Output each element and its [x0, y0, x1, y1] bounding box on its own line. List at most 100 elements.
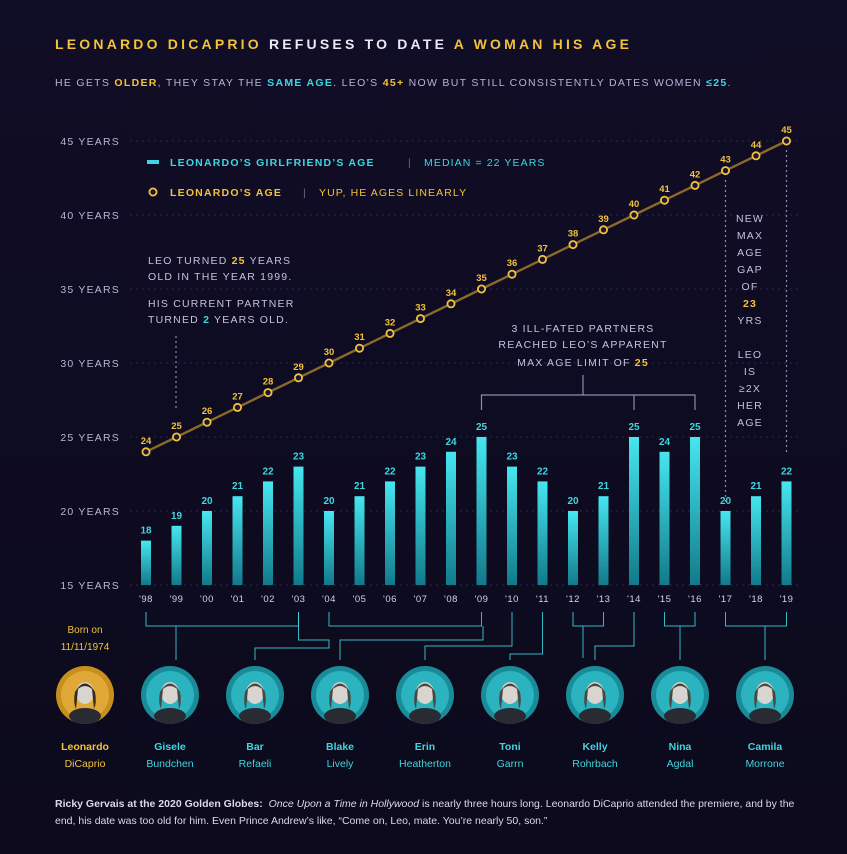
born-date: 11/11/1974	[61, 642, 110, 653]
legend-girlfriend-note: MEDIAN = 22 YEARS	[424, 157, 546, 169]
annotation-leo25: OLD IN THE YEAR 1999.	[148, 271, 292, 283]
bar-value-label: 25	[689, 422, 701, 433]
bar-value-label: 21	[598, 481, 610, 492]
person-first-name: Toni	[499, 741, 520, 753]
legend-bar-swatch	[147, 160, 159, 164]
portrait-shoulders	[579, 708, 611, 724]
connector-line	[254, 612, 330, 660]
leo-age-label: 27	[232, 391, 243, 402]
leo-age-point	[568, 240, 578, 250]
leo-age-point	[507, 269, 517, 279]
x-tick-label: '05	[353, 594, 367, 605]
bar	[629, 437, 639, 585]
born-label: Born on	[67, 625, 102, 636]
subtitle-le25: ≤25	[706, 77, 728, 89]
person-last-name: Morrone	[745, 758, 784, 770]
x-tick-label: '11	[536, 594, 549, 605]
leo-age-point	[690, 180, 700, 190]
partner-portrait	[311, 666, 369, 724]
leo-age-point	[446, 299, 456, 309]
leo-age-label: 24	[141, 436, 152, 447]
portrait-face	[671, 682, 689, 704]
connector-line	[145, 612, 299, 660]
bar	[598, 496, 609, 585]
person-last-name: Lively	[327, 758, 355, 770]
bar	[232, 496, 243, 585]
bar	[537, 481, 548, 585]
footer-quote: Ricky Gervais at the 2020 Golden Globes:…	[55, 796, 815, 830]
leo-age-label: 43	[720, 155, 731, 166]
portrait-face	[161, 682, 179, 704]
bar-value-label: 20	[201, 496, 213, 507]
person-first-name: Nina	[669, 741, 692, 753]
annotation-part: LEO TURNED	[148, 255, 232, 267]
bar	[568, 511, 578, 585]
bar	[690, 437, 700, 585]
x-tick-label: '99	[170, 594, 184, 605]
person-first-name: Kelly	[582, 741, 607, 753]
annotation-ratio: IS	[744, 366, 756, 378]
annotation-max-gap: AGE	[737, 247, 763, 259]
leo-age-point	[538, 254, 548, 264]
y-tick-label: 25 YEARS	[60, 432, 120, 444]
y-tick-label: 40 YEARS	[60, 210, 120, 222]
annotation-part: 2	[203, 314, 210, 326]
x-tick-label: '09	[475, 594, 489, 605]
title-middle: REFUSES TO DATE	[268, 36, 448, 52]
portrait-shoulders	[409, 708, 441, 724]
annotation-part: YEARS	[246, 255, 292, 267]
person-last-name: Bundchen	[146, 758, 193, 770]
title-end: A WOMAN HIS AGE	[453, 36, 633, 52]
person-first-name: Gisele	[154, 741, 186, 753]
portrait-face	[586, 682, 604, 704]
connector-line	[594, 612, 635, 660]
bar-value-label: 22	[262, 466, 274, 477]
bar-value-label: 21	[750, 481, 762, 492]
person-last-name: Heatherton	[399, 758, 451, 770]
subtitle-older: OLDER	[114, 77, 158, 89]
partner-portrait	[396, 666, 454, 724]
person-first-name: Blake	[326, 741, 354, 753]
y-tick-label: 15 YEARS	[60, 580, 120, 592]
legend-leo-note: YUP, HE AGES LINEARLY	[319, 187, 467, 199]
bar	[202, 511, 212, 585]
bar	[293, 466, 304, 585]
leo-age-point	[415, 314, 425, 324]
x-tick-label: '98	[139, 594, 153, 605]
x-tick-label: '16	[688, 594, 702, 605]
leo-age-point	[324, 358, 334, 368]
bar-value-label: 22	[537, 466, 549, 477]
bar	[385, 481, 395, 585]
annotation-part: OLD IN THE YEAR 1999.	[148, 271, 292, 283]
subtitle-part: NOW BUT STILL CONSISTENTLY DATES WOMEN	[408, 77, 702, 89]
bar-value-label: 18	[140, 526, 152, 537]
bar-value-label: 22	[384, 466, 396, 477]
connector-line	[509, 612, 543, 660]
bar-value-label: 19	[171, 511, 183, 522]
leo-age-label: 29	[293, 362, 304, 373]
leo-portrait	[56, 666, 114, 724]
person-first-name: Leonardo	[61, 741, 109, 753]
x-tick-label: '04	[322, 594, 336, 605]
leo-age-label: 26	[202, 406, 213, 417]
bar	[263, 481, 273, 585]
leo-age-point	[232, 402, 242, 412]
subtitle-part: , THEY STAY THE	[157, 77, 263, 89]
age-chart: 15 YEARS 20 YEARS 25 YEARS 30 YEARS 35 YEARS…	[56, 125, 800, 770]
annotation-part: 25	[635, 357, 649, 369]
portrait-shoulders	[239, 708, 271, 724]
x-tick-label: '17	[719, 594, 733, 605]
bar-value-label: 21	[354, 481, 366, 492]
bar	[141, 540, 151, 585]
subtitle-part: HE GETS	[55, 77, 111, 89]
leo-age-label: 39	[598, 214, 609, 225]
bar-value-label: 23	[506, 452, 518, 463]
leo-age-label: 45	[781, 125, 792, 136]
connector-line	[572, 612, 604, 658]
leo-age-point	[385, 328, 395, 338]
partner-portrait	[141, 666, 199, 724]
subtitle: HE GETS OLDER, THEY STAY THE SAME AGE. L…	[55, 77, 732, 89]
x-tick-label: '06	[383, 594, 397, 605]
leo-age-point	[599, 225, 609, 235]
person-last-name: Refaeli	[239, 758, 272, 770]
